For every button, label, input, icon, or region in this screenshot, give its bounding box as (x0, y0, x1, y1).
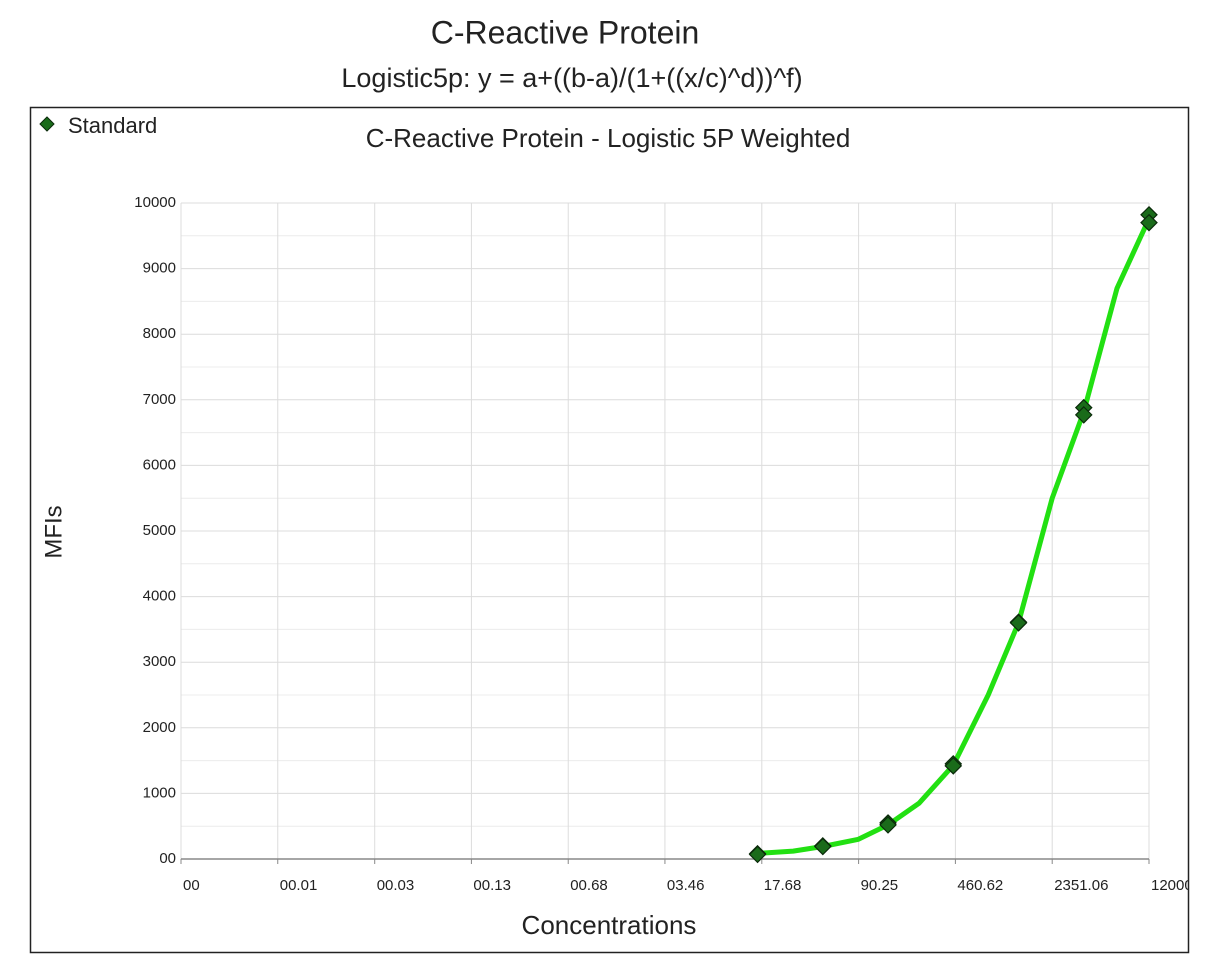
plot-title: C-Reactive Protein - Logistic 5P Weighte… (366, 123, 851, 153)
x-tick-label: 03.46 (667, 877, 705, 894)
data-point (1140, 213, 1158, 232)
legend-label: Standard (68, 113, 157, 138)
data-point (879, 816, 897, 834)
x-tick-label: 00.01 (280, 877, 318, 894)
x-tick-label: 460.62 (957, 877, 1003, 894)
x-tick-label: 00.13 (473, 877, 511, 894)
y-tick-label: 2000 (143, 719, 176, 736)
data-point (813, 837, 832, 856)
x-tick-label: 12000 (1151, 877, 1193, 894)
y-tick-label: 10000 (134, 194, 176, 211)
x-tick-label: 00.03 (377, 877, 415, 894)
legend-marker (39, 116, 55, 132)
x-tick-label: 17.68 (764, 877, 802, 894)
x-tick-label: 00 (183, 877, 200, 894)
y-axis-label: MFIs (40, 505, 67, 558)
chart-title: C-Reactive Protein (431, 14, 700, 50)
x-tick-label: 2351.06 (1054, 877, 1108, 894)
y-tick-label: 3000 (143, 653, 176, 670)
plot-box: C-Reactive Protein - Logistic 5P Weighte… (39, 113, 1193, 940)
y-tick-label: 7000 (143, 391, 176, 408)
data-point (1074, 406, 1093, 424)
x-tick-label: 00.68 (570, 877, 608, 894)
data-point (748, 845, 767, 864)
data-point (944, 756, 963, 775)
y-tick-label: 1000 (143, 784, 176, 801)
chart-frame (29, 106, 1190, 954)
chart-subtitle: Logistic5p: y = a+((b-a)/(1+((x/c)^d))^f… (341, 63, 802, 93)
y-tick-label: 9000 (143, 260, 176, 277)
data-point (1009, 613, 1028, 632)
y-tick-label: 4000 (143, 588, 176, 605)
y-tick-label: 6000 (143, 456, 176, 473)
y-tick-label: 00 (159, 850, 176, 867)
x-axis-label: Concentrations (522, 910, 697, 940)
x-tick-label: 90.25 (861, 877, 899, 894)
y-tick-label: 5000 (143, 522, 176, 539)
y-tick-label: 8000 (143, 325, 176, 342)
